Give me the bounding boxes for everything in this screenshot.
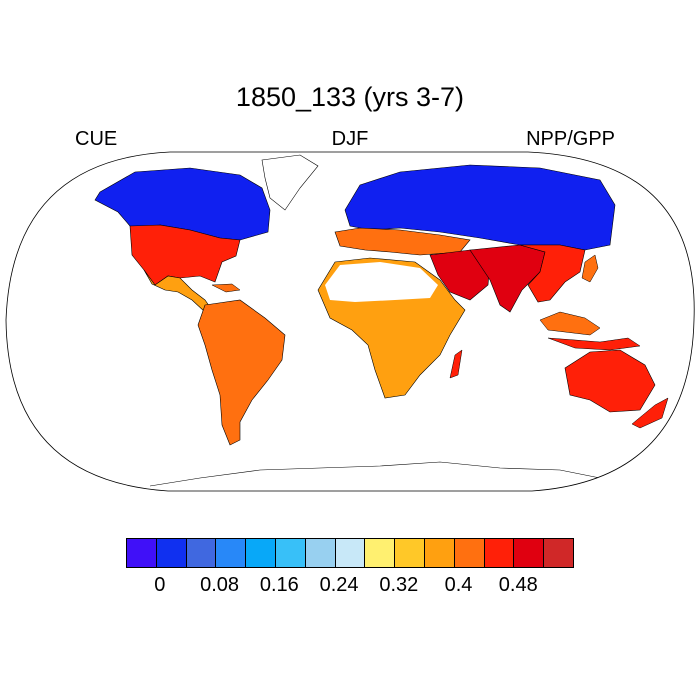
colorbar-swatch (275, 539, 306, 567)
australia (564, 349, 656, 413)
east-asia (519, 244, 586, 303)
greenland (261, 154, 319, 211)
new-zealand (631, 397, 669, 429)
southeast-asia (539, 311, 601, 336)
colorbar-swatch (216, 539, 247, 567)
colorbar-swatch (424, 539, 455, 567)
colorbar-swatch (395, 539, 425, 567)
colorbar-tick-label: 0.08 (200, 574, 240, 596)
colorbar-swatch (454, 539, 485, 567)
sahara-desert (325, 262, 438, 302)
colorbar-tick-label: 0.48 (498, 574, 538, 596)
colorbar-tick-label: 0.32 (379, 574, 419, 596)
colorbar-swatch (484, 539, 515, 567)
colorbar-swatch (514, 539, 545, 567)
center-label: DJF (331, 128, 369, 150)
colorbar-swatch (246, 539, 276, 567)
caribbean (211, 283, 241, 293)
japan (581, 254, 599, 283)
indonesia (547, 337, 641, 351)
colorbar-tick-label: 0.4 (444, 574, 473, 596)
colorbar-tick-label: 0 (154, 574, 166, 596)
madagascar (449, 349, 463, 379)
colorbar-swatch (186, 539, 217, 567)
colorbar-swatch (127, 539, 157, 567)
colorbar-swatch (365, 539, 396, 567)
colorbar (126, 538, 574, 568)
globe-outline (5, 151, 695, 492)
right-label: NPP/GPP (526, 128, 615, 150)
south-america (197, 299, 286, 446)
colorbar-swatch (156, 539, 187, 567)
colorbar-tick-label: 0.24 (319, 574, 359, 596)
colorbar-tick-label: 0.16 (259, 574, 299, 596)
colorbar-swatch (305, 539, 336, 567)
colorbar-swatch (335, 539, 366, 567)
colorbar-swatch (544, 539, 573, 567)
map-title: 1850_133 (yrs 3-7) (235, 82, 465, 112)
left-label: CUE (75, 128, 118, 150)
antarctica (149, 461, 621, 487)
